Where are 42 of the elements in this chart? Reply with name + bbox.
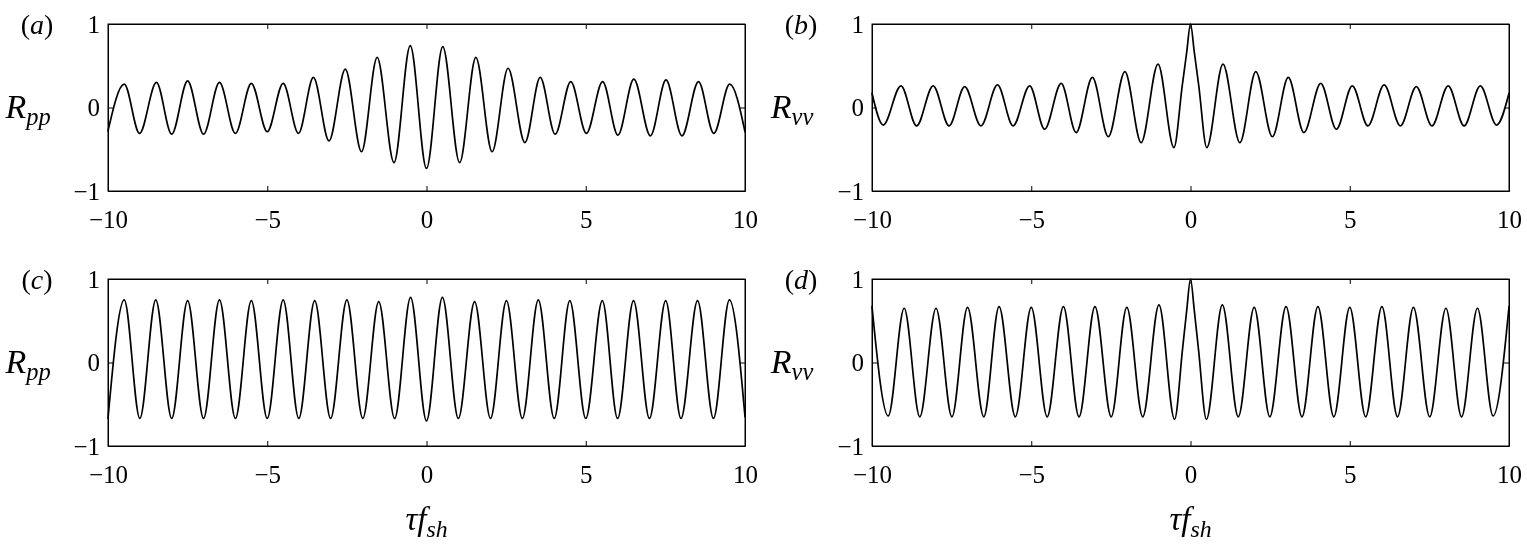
x-tick-label: 0 — [1184, 205, 1198, 233]
x-tick-label: −10 — [852, 205, 893, 233]
y-tick-label: −1 — [73, 177, 100, 205]
y-tick-label: 1 — [87, 10, 100, 38]
x-tick-label: −10 — [852, 460, 893, 488]
x-tick-label: 0 — [420, 205, 434, 233]
y-tick-label: 1 — [851, 10, 864, 38]
x-tick-label: −5 — [1018, 205, 1046, 233]
y-axis-title: R$_{vv}$ — [769, 87, 814, 130]
x-tick-label: 10 — [1497, 205, 1522, 233]
y-tick-label: −1 — [73, 432, 100, 460]
x-tick-label: 5 — [580, 205, 593, 233]
y-axis-title: R$_{pp}$ — [4, 342, 51, 385]
x-tick-label: 0 — [420, 460, 434, 488]
x-tick-label: −5 — [1018, 460, 1046, 488]
y-axis-title: R$_{pp}$ — [4, 87, 51, 130]
chart-title: (b) — [784, 9, 818, 40]
y-tick-label: 0 — [851, 94, 864, 121]
x-axis-title: τf$_{sh}$ — [1169, 501, 1212, 542]
y-tick-label: 0 — [851, 349, 864, 376]
x-tick-label: −10 — [88, 460, 129, 488]
chart-title: (d) — [784, 264, 818, 295]
y-axis-title: R$_{vv}$ — [769, 342, 814, 385]
x-tick-label: −5 — [254, 205, 282, 233]
x-axis-title: τf$_{sh}$ — [405, 501, 448, 542]
x-tick-label: 5 — [1344, 460, 1357, 488]
y-tick-label: −1 — [837, 432, 864, 460]
y-tick-label: −1 — [837, 177, 864, 205]
chart-title: (c) — [21, 264, 53, 295]
y-tick-label: 1 — [87, 265, 100, 293]
y-tick-label: 1 — [851, 265, 864, 293]
x-tick-label: 5 — [580, 460, 593, 488]
x-tick-label: 0 — [1184, 460, 1198, 488]
y-tick-label: 0 — [87, 94, 100, 121]
x-tick-label: −10 — [88, 205, 129, 233]
chart-title: (a) — [20, 9, 54, 40]
y-tick-label: 0 — [87, 349, 100, 376]
x-tick-label: 10 — [733, 205, 758, 233]
x-tick-label: 10 — [733, 460, 758, 488]
x-tick-label: 10 — [1497, 460, 1522, 488]
x-tick-label: −5 — [254, 460, 282, 488]
x-tick-label: 5 — [1344, 205, 1357, 233]
